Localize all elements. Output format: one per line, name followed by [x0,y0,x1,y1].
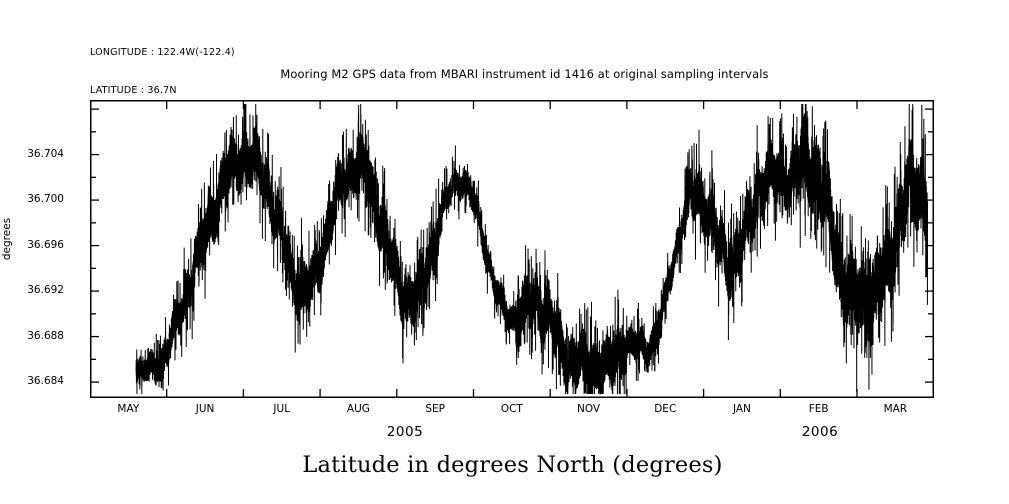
x-axis-tick-label: AUG [346,403,370,415]
x-axis-tick-label: SEP [425,403,445,415]
y-axis-tick-label: 36.696 [27,238,64,251]
x-axis-labels: MAY JUN JUL AUG SEP OCT NOV DEC JAN FEB MAR [90,403,934,421]
y-axis-tick-label: 36.684 [27,375,64,388]
x-axis-tick-label: FEB [808,403,829,415]
y-axis-tick-label: 36.688 [27,329,64,342]
figure-caption-text: Latitude in degrees North (degrees) [302,452,723,478]
year-label: 2006 [801,424,839,440]
axis-ticks [90,100,934,398]
y-axis-title: degrees [1,217,13,261]
year-label: 2005 [386,424,424,440]
figure-caption: Latitude in degrees North (degrees) [0,452,1009,478]
chart-title-text: Mooring M2 GPS data from MBARI instrumen… [280,67,769,81]
y-axis-labels: 36.704 36.700 36.696 36.692 36.688 36.684 [0,100,80,398]
y-axis-tick-label: 36.704 [27,147,64,160]
metadata-longitude: LONGITUDE : 122.4W(-122.4) [90,47,235,58]
x-axis-tick-label: NOV [576,403,601,415]
x-axis-tick-label: JUN [195,403,215,415]
plot-area [90,100,934,398]
x-axis-tick-label: JUL [273,403,291,415]
x-axis-tick-label: MAR [883,403,908,415]
x-axis-tick-label: MAY [117,403,140,415]
x-axis-tick-label: JAN [732,403,751,415]
y-axis-tick-label: 36.700 [27,193,64,206]
data-line-series [135,103,928,395]
metadata-latitude: LATITUDE : 36.7N [90,84,177,96]
x-axis-tick-label: OCT [500,403,523,415]
x-axis-tick-label: DEC [654,403,677,415]
chart-title: Mooring M2 GPS data from MBARI instrumen… [0,67,1009,81]
plot-svg [90,100,934,398]
y-axis-tick-label: 36.692 [27,284,64,297]
